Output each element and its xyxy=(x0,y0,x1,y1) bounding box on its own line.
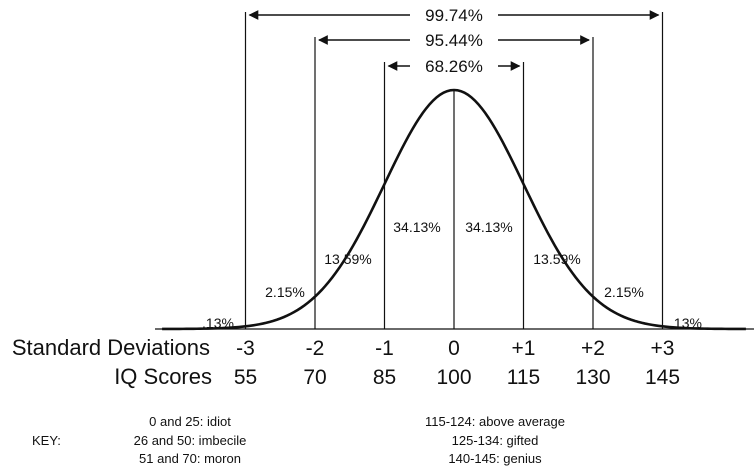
iq-tick-labels: 55 70 85 100 115 130 145 xyxy=(234,366,680,389)
sd-tick-label: +1 xyxy=(512,337,536,360)
iq-tick-label: 70 xyxy=(303,366,326,389)
sd-tick-labels: -3 -2 -1 0 +1 +2 +3 xyxy=(236,337,674,360)
sd-axis-title: Standard Deviations xyxy=(12,335,210,360)
region-label: .13% xyxy=(202,315,234,331)
iq-tick-label: 130 xyxy=(575,366,610,389)
iq-tick-label: 100 xyxy=(436,366,471,389)
iq-tick-label: 115 xyxy=(507,366,540,389)
sd-tick-label: -3 xyxy=(236,337,255,360)
key-left-item: 26 and 50: imbecile xyxy=(133,432,247,448)
sd-tick-label: 0 xyxy=(448,337,460,360)
region-label: 2.15% xyxy=(265,284,305,300)
region-label: 34.13% xyxy=(393,219,440,235)
region-labels: .13% 2.15% 13.59% 34.13% 34.13% 13.59% 2.15% .1… xyxy=(202,219,702,331)
region-label: .13% xyxy=(670,315,702,331)
range-label: 68.26% xyxy=(425,57,483,76)
sd-tick-label: +2 xyxy=(581,337,605,360)
region-label: 2.15% xyxy=(604,284,644,300)
key-left-column: 0 and 25: idiot 26 and 50: imbecile 51 a… xyxy=(95,413,285,469)
key-title: KEY: xyxy=(32,433,61,448)
iq-tick-label: 85 xyxy=(373,366,396,389)
range-arrows: 68.26% 95.44% 99.74% xyxy=(248,6,660,76)
iq-tick-label: 55 xyxy=(234,366,257,389)
range-label: 95.44% xyxy=(425,31,483,50)
key-left-item: 0 and 25: idiot xyxy=(149,414,231,429)
region-label: 13.59% xyxy=(533,251,580,267)
key-left-item: 51 and 70: moron xyxy=(139,451,241,466)
iq-tick-label: 145 xyxy=(645,366,680,389)
region-label: 34.13% xyxy=(465,219,512,235)
sd-tick-label: -1 xyxy=(375,337,394,360)
key-right-column: 115-124: above average 125-134: gifted 1… xyxy=(385,413,605,469)
sd-lines xyxy=(244,12,664,329)
range-label: 99.74% xyxy=(425,6,483,25)
key-right-item: 125-134: gifted xyxy=(451,432,539,448)
key-right-item: 140-145: genius xyxy=(448,451,542,466)
bell-curve xyxy=(162,88,746,331)
key-right-item: 115-124: above average xyxy=(425,414,565,429)
region-label: 13.59% xyxy=(324,251,371,267)
iq-axis-title: IQ Scores xyxy=(114,364,212,389)
sd-tick-label: +3 xyxy=(651,337,675,360)
sd-tick-label: -2 xyxy=(306,337,325,360)
